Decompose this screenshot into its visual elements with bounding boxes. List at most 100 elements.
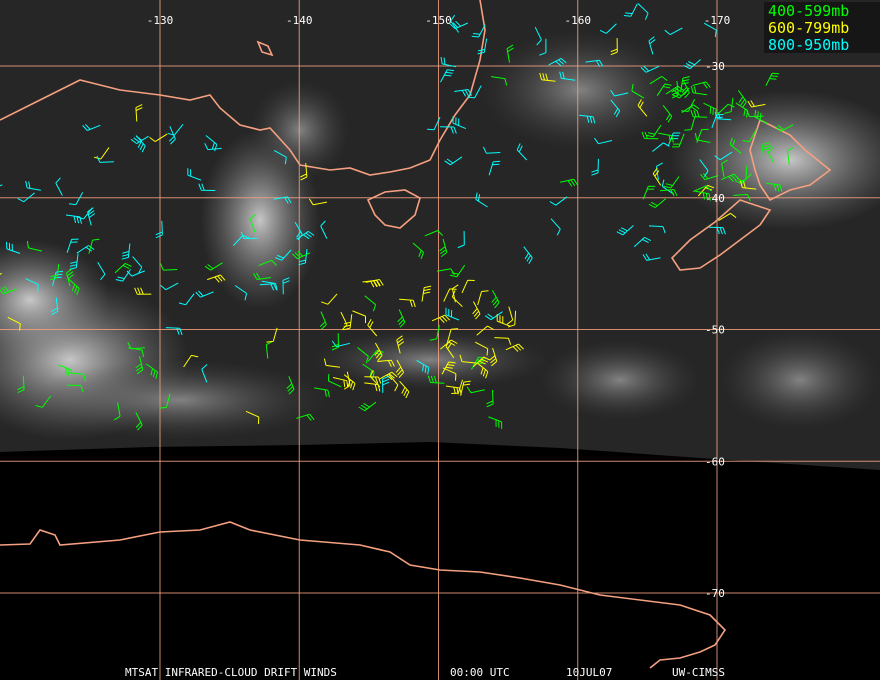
wind-barb	[593, 137, 613, 145]
wind-barb	[201, 364, 208, 383]
wind-barb	[17, 192, 35, 203]
wind-barb	[733, 194, 751, 202]
wind-barb	[760, 142, 770, 159]
wind-barb	[640, 65, 660, 73]
wind-barb	[477, 38, 488, 55]
wind-barb	[87, 207, 96, 226]
wind-barb	[159, 393, 171, 409]
wind-barb	[160, 282, 179, 291]
wind-barb	[183, 354, 199, 368]
wind-barb	[26, 240, 43, 252]
wind-barb	[145, 363, 158, 379]
wind-barb	[340, 311, 348, 331]
wind-barb	[550, 218, 561, 236]
wind-barb	[506, 306, 514, 325]
wind-barb	[135, 356, 144, 375]
wind-barb	[539, 72, 556, 82]
longitude-label: -160	[565, 14, 592, 27]
wind-barb	[382, 375, 390, 393]
wind-barb	[610, 38, 618, 56]
wind-barb	[121, 243, 131, 260]
wind-barb	[379, 371, 398, 380]
wind-barb	[708, 226, 726, 235]
wind-barb	[332, 377, 349, 388]
wind-barb	[735, 102, 749, 118]
wind-barb	[55, 177, 63, 196]
wind-barb	[439, 126, 457, 134]
wind-barb	[323, 358, 340, 368]
wind-barb	[282, 277, 290, 295]
wind-barb	[506, 44, 514, 63]
wind-barb	[321, 293, 338, 305]
wind-barb	[68, 278, 80, 296]
wind-barb	[496, 314, 511, 327]
wind-barb	[623, 3, 638, 17]
wind-barb	[362, 279, 381, 288]
wind-barb	[114, 262, 132, 274]
wind-barb	[286, 376, 295, 395]
footer-text: MTSAT INFRARED-CLOUD DRIFT WINDS	[125, 666, 337, 679]
wind-barb	[367, 318, 378, 337]
wind-barb	[714, 151, 733, 161]
wind-barb	[663, 176, 680, 189]
wind-barb	[204, 262, 223, 271]
wind-barb	[637, 3, 649, 20]
wind-barb	[436, 268, 455, 276]
wind-barb	[445, 307, 460, 321]
wind-barb	[637, 99, 648, 117]
wind-barb	[482, 146, 501, 154]
wind-barb	[559, 178, 579, 187]
wind-barb	[591, 158, 599, 176]
wind-barb	[364, 382, 381, 392]
wind-barb	[690, 85, 707, 96]
wind-barb	[734, 173, 752, 185]
wind-barb	[135, 104, 143, 122]
wind-barb	[50, 264, 60, 281]
wind-barb	[729, 137, 742, 154]
wind-barb	[648, 225, 666, 234]
wind-barb	[579, 114, 596, 124]
legend-label: 400-599mb	[768, 2, 849, 20]
wind-barb	[35, 395, 52, 408]
legend-bg	[764, 19, 880, 36]
wind-barb	[298, 249, 308, 266]
wind-barb	[396, 335, 405, 354]
wind-barb	[549, 196, 568, 206]
wind-barb	[68, 192, 84, 206]
latitude-label: -40	[705, 192, 725, 205]
wind-barb	[466, 386, 485, 394]
wind-barb	[539, 38, 547, 56]
wind-barb	[113, 402, 121, 421]
wind-barb	[130, 135, 149, 145]
wind-barb	[395, 359, 405, 379]
wind-barb	[352, 310, 366, 324]
wind-barb	[671, 80, 679, 99]
wind-barb	[135, 412, 143, 431]
wind-barb	[559, 71, 576, 81]
wind-barb	[684, 115, 696, 131]
wind-barb	[585, 59, 604, 67]
legend-bg	[764, 36, 880, 53]
wind-barb	[128, 347, 145, 358]
wind-barb	[232, 234, 250, 246]
wind-barb	[446, 328, 459, 343]
wind-barb	[308, 198, 327, 206]
wind-barb	[149, 133, 168, 143]
wind-barb	[648, 198, 667, 209]
wind-barb	[724, 97, 734, 114]
wind-barb	[343, 374, 356, 391]
latitude-label: -30	[705, 60, 725, 73]
wind-barb	[364, 295, 377, 312]
wind-barb	[412, 242, 424, 260]
latitude-label: -70	[705, 587, 725, 600]
wind-barb	[672, 133, 685, 148]
wind-barb	[692, 81, 711, 89]
wind-barb	[314, 387, 330, 398]
wind-barb	[489, 347, 498, 367]
wind-barb	[126, 270, 145, 277]
footer: MTSAT INFRARED-CLOUD DRIFT WINDS 00:00 UT…	[125, 666, 725, 679]
footer-text: 00:00 UTC	[450, 666, 510, 679]
wind-barb	[599, 23, 617, 34]
wind-barb	[440, 69, 455, 83]
